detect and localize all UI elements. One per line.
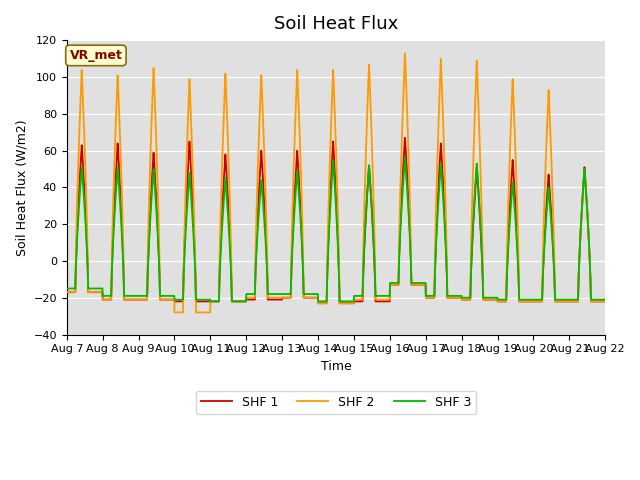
SHF 3 [63,286,70,291]
Line: SHF 1: SHF 1 [67,138,605,303]
SHF 3 [207,299,214,304]
SHF 3 [554,297,562,302]
Title: Soil Heat Flux: Soil Heat Flux [274,15,398,33]
Line: SHF 3: SHF 3 [67,158,605,301]
SHF 1 [364,190,371,195]
SHF 2 [554,299,562,304]
SHF 1 [213,299,221,304]
SHF 1 [352,299,360,304]
Line: SHF 2: SHF 2 [67,53,605,312]
SHF 1 [493,297,500,302]
SHF 2 [63,289,70,295]
SHF 2 [401,50,409,56]
SHF 1 [569,299,577,304]
Legend: SHF 1, SHF 2, SHF 3: SHF 1, SHF 2, SHF 3 [196,391,476,414]
Y-axis label: Soil Heat Flux (W/m2): Soil Heat Flux (W/m2) [15,119,28,256]
X-axis label: Time: Time [321,360,351,373]
SHF 3 [352,293,360,299]
SHF 3 [364,189,371,194]
SHF 1 [602,299,609,304]
SHF 1 [554,299,562,304]
SHF 2 [213,299,221,304]
SHF 2 [171,310,179,315]
SHF 1 [63,289,70,295]
SHF 3 [569,297,577,302]
SHF 2 [602,299,609,304]
SHF 3 [401,155,409,161]
SHF 2 [364,108,371,114]
SHF 1 [401,135,409,141]
SHF 3 [493,295,500,300]
SHF 1 [314,300,322,306]
SHF 2 [352,297,360,302]
SHF 2 [493,297,500,302]
Text: VR_met: VR_met [70,49,122,62]
SHF 3 [213,299,221,304]
SHF 2 [569,299,577,304]
SHF 3 [602,297,609,302]
